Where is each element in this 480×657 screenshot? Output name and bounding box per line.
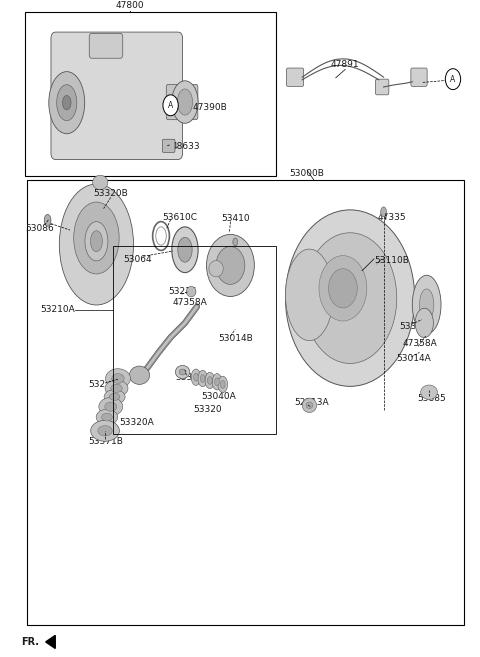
Text: 53210A: 53210A xyxy=(40,306,74,315)
Ellipse shape xyxy=(172,227,198,273)
Ellipse shape xyxy=(191,369,201,386)
Ellipse shape xyxy=(303,233,397,363)
Text: 53352: 53352 xyxy=(399,323,428,331)
Text: 47891: 47891 xyxy=(331,60,360,68)
Ellipse shape xyxy=(420,385,437,399)
Text: 53325: 53325 xyxy=(175,373,204,382)
Ellipse shape xyxy=(111,384,122,392)
FancyBboxPatch shape xyxy=(166,84,198,120)
Text: 53371B: 53371B xyxy=(88,437,123,445)
Ellipse shape xyxy=(177,89,192,115)
Text: FR.: FR. xyxy=(21,637,39,647)
Ellipse shape xyxy=(104,390,125,404)
Text: 53086: 53086 xyxy=(25,223,54,233)
Text: 53040A: 53040A xyxy=(201,392,236,401)
Ellipse shape xyxy=(98,426,112,436)
Bar xyxy=(113,246,276,434)
Ellipse shape xyxy=(186,286,196,297)
Ellipse shape xyxy=(105,380,128,396)
Ellipse shape xyxy=(178,237,192,262)
FancyBboxPatch shape xyxy=(287,68,304,86)
Text: 53410: 53410 xyxy=(221,214,250,223)
Ellipse shape xyxy=(172,81,198,124)
Ellipse shape xyxy=(207,376,212,384)
Ellipse shape xyxy=(105,402,117,411)
Text: 53236: 53236 xyxy=(88,380,117,389)
Ellipse shape xyxy=(220,380,225,388)
Ellipse shape xyxy=(112,374,124,384)
Circle shape xyxy=(163,95,178,116)
Text: 53064: 53064 xyxy=(123,255,151,264)
Ellipse shape xyxy=(420,289,434,321)
Ellipse shape xyxy=(381,207,386,217)
Text: 53215: 53215 xyxy=(168,287,197,296)
FancyBboxPatch shape xyxy=(411,68,427,86)
Ellipse shape xyxy=(206,235,254,296)
Text: 53000B: 53000B xyxy=(289,170,324,179)
Ellipse shape xyxy=(102,413,112,421)
Ellipse shape xyxy=(302,398,317,413)
Ellipse shape xyxy=(179,369,186,375)
Ellipse shape xyxy=(215,378,219,386)
Text: 53014B: 53014B xyxy=(218,334,252,343)
Text: 47358A: 47358A xyxy=(402,339,437,348)
Ellipse shape xyxy=(62,95,71,110)
FancyBboxPatch shape xyxy=(162,139,175,152)
Ellipse shape xyxy=(96,409,118,425)
Ellipse shape xyxy=(99,397,123,416)
Ellipse shape xyxy=(200,374,205,382)
Polygon shape xyxy=(46,635,55,648)
Ellipse shape xyxy=(49,72,84,134)
Ellipse shape xyxy=(91,420,120,442)
Text: 53014A: 53014A xyxy=(396,353,431,363)
Text: 53320: 53320 xyxy=(193,405,222,414)
Text: 48633: 48633 xyxy=(172,142,201,151)
Bar xyxy=(24,12,276,176)
Ellipse shape xyxy=(209,261,223,277)
Ellipse shape xyxy=(57,85,77,121)
Ellipse shape xyxy=(106,369,131,388)
FancyBboxPatch shape xyxy=(51,32,182,160)
Ellipse shape xyxy=(328,269,357,308)
Text: 53320A: 53320A xyxy=(120,419,155,428)
Ellipse shape xyxy=(205,373,215,389)
Ellipse shape xyxy=(90,231,102,252)
Text: 47390B: 47390B xyxy=(192,102,227,112)
Ellipse shape xyxy=(193,373,198,381)
Ellipse shape xyxy=(93,175,108,190)
Text: 53610C: 53610C xyxy=(163,213,198,221)
Ellipse shape xyxy=(233,238,238,246)
Text: 52213A: 52213A xyxy=(294,397,329,407)
Ellipse shape xyxy=(306,402,313,409)
Text: 47800: 47800 xyxy=(116,1,144,11)
Ellipse shape xyxy=(319,256,367,321)
Ellipse shape xyxy=(286,249,333,340)
Ellipse shape xyxy=(60,184,133,305)
Text: 53320B: 53320B xyxy=(94,189,128,198)
Ellipse shape xyxy=(198,371,207,387)
Ellipse shape xyxy=(286,210,415,386)
Circle shape xyxy=(445,69,461,89)
Ellipse shape xyxy=(175,365,190,378)
Ellipse shape xyxy=(130,366,150,384)
Ellipse shape xyxy=(415,308,433,338)
Text: A: A xyxy=(168,101,173,110)
Text: A: A xyxy=(450,75,456,83)
Ellipse shape xyxy=(85,221,108,261)
Ellipse shape xyxy=(109,394,120,400)
Text: 47358A: 47358A xyxy=(172,298,207,307)
Bar xyxy=(27,181,464,625)
Text: 53885: 53885 xyxy=(417,394,446,403)
Text: 53110B: 53110B xyxy=(375,256,409,265)
Ellipse shape xyxy=(216,246,245,284)
FancyBboxPatch shape xyxy=(375,79,389,95)
Ellipse shape xyxy=(74,202,119,274)
Ellipse shape xyxy=(44,214,51,226)
Ellipse shape xyxy=(212,374,222,390)
Ellipse shape xyxy=(218,376,228,393)
FancyBboxPatch shape xyxy=(89,34,123,58)
Text: 47335: 47335 xyxy=(378,213,407,221)
Ellipse shape xyxy=(412,275,441,334)
